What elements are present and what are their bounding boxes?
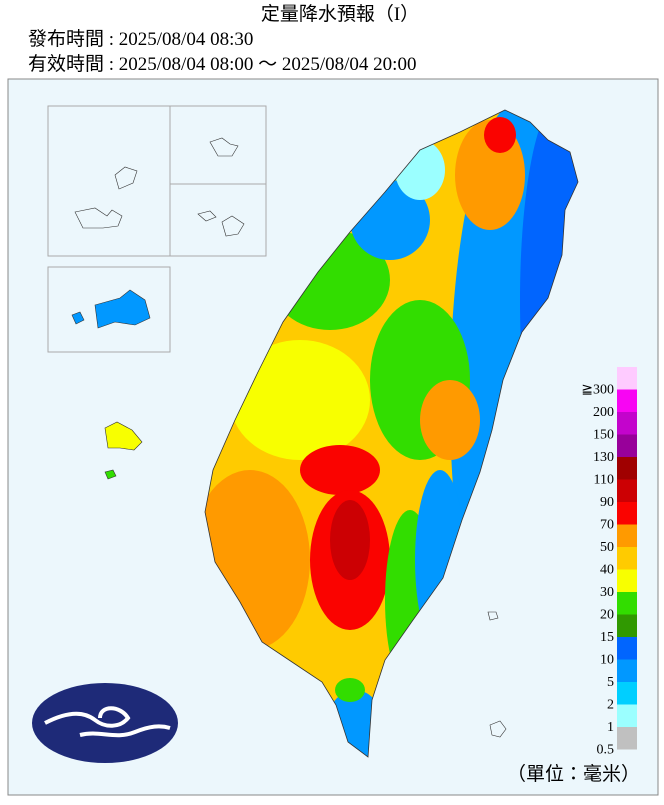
legend-swatch [617, 704, 637, 727]
issued-time: 發布時間 : 2025/08/04 08:30 [28, 28, 253, 50]
penghu [71, 289, 151, 329]
legend-swatch [617, 412, 637, 435]
legend-swatch [617, 502, 637, 525]
legend-swatch [617, 659, 637, 682]
legend-label: 5 [607, 675, 614, 690]
legend-swatch [617, 524, 637, 547]
cwa-logo [32, 683, 178, 763]
legend-label: ≧300 [581, 383, 614, 398]
kinmen-matsu [74, 137, 245, 237]
legend-label: 2 [607, 698, 614, 713]
legend-label: 130 [593, 450, 614, 465]
taiwan-outline [204, 109, 579, 758]
legend-swatch [617, 569, 637, 592]
legend-label: 200 [593, 405, 614, 420]
legend-swatch [617, 389, 637, 412]
legend-swatch [617, 682, 637, 705]
legend-swatch [617, 457, 637, 480]
unit-label: （單位：毫米） [507, 763, 640, 785]
legend-swatch [617, 614, 637, 637]
legend: ≧300 200 150 130 110 90 70 50 40 30 20 15 10 5 2 1 0.5 [581, 367, 637, 758]
valid-time: 有效時間 : 2025/08/04 08:00 ～ 2025/08/04 20:… [28, 53, 416, 75]
legend-swatch [617, 547, 637, 570]
legend-swatch [617, 592, 637, 615]
insets [47, 105, 267, 353]
legend-label: 20 [600, 608, 614, 623]
legend-label: 15 [600, 630, 614, 645]
title: 定量降水預報（I） [261, 3, 419, 25]
legend-swatch [617, 727, 637, 750]
legend-swatch [617, 434, 637, 457]
legend-label: 0.5 [597, 743, 615, 758]
legend-label: 10 [600, 653, 614, 668]
legend-label: 50 [600, 540, 614, 555]
legend-label: 110 [594, 473, 614, 488]
legend-swatch [617, 367, 637, 390]
legend-label: 40 [600, 563, 614, 578]
legend-label: 90 [600, 495, 614, 510]
legend-swatch [617, 637, 637, 660]
legend-label: 30 [600, 585, 614, 600]
southern-islands [104, 421, 507, 738]
legend-swatch [617, 479, 637, 502]
legend-label: 70 [600, 518, 614, 533]
legend-label: 150 [593, 428, 614, 443]
legend-label: 1 [607, 720, 614, 735]
